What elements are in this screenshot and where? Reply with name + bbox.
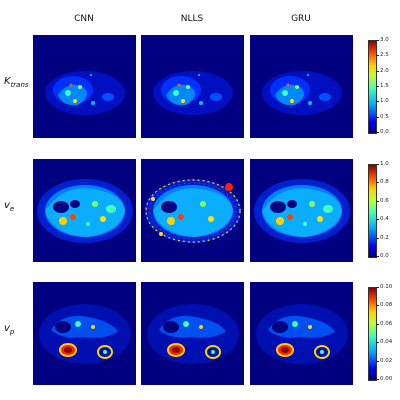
- tick-vp: 0.10: [375, 284, 393, 290]
- row-label-ktrans: Ktrans: [4, 76, 29, 89]
- ve-nlls-map: [141, 159, 244, 262]
- tick-ktrans: 1.0: [376, 98, 389, 104]
- tick-vp: 0.00: [375, 376, 393, 382]
- row-label-ktrans-main: K: [4, 76, 11, 87]
- vp-gru-map: [250, 282, 353, 385]
- tick-vp: 0.06: [375, 321, 393, 327]
- tick-ktrans: 2.0: [376, 68, 389, 74]
- tick-ve: 0.8: [376, 179, 389, 185]
- row-label-ve-main: v: [4, 200, 10, 211]
- row-label-ktrans-sub: trans: [10, 81, 29, 89]
- vp-nlls-map: [141, 282, 244, 385]
- ve-gru-map: [250, 159, 353, 262]
- row-label-ve-sub: e: [9, 205, 15, 213]
- column-title-cnn: CNN: [74, 14, 94, 24]
- ktrans-cnn-map: [33, 35, 136, 138]
- colorbar-ve: [368, 164, 377, 258]
- tick-vp: 0.04: [375, 339, 393, 345]
- tick-ve: 0.6: [376, 198, 389, 204]
- tick-ktrans: 3.0: [376, 37, 389, 43]
- tick-ve: 0.4: [376, 216, 389, 222]
- ktrans-gru-map: [250, 35, 353, 138]
- ktrans-nlls-map: [141, 35, 244, 138]
- colorbar-vp: [368, 287, 377, 381]
- column-title-nlls: NLLS: [180, 14, 204, 24]
- row-label-ve: ve: [4, 200, 14, 213]
- tick-ktrans: 2.5: [376, 52, 389, 58]
- tick-ktrans: 0.0: [376, 129, 389, 135]
- tick-vp: 0.02: [375, 358, 393, 364]
- tick-ve: 0.0: [376, 253, 389, 259]
- row-label-vp-main: v: [4, 323, 10, 334]
- tick-ve: 1.0: [376, 161, 389, 167]
- tick-ve: 0.2: [376, 235, 389, 241]
- colorbar-ktrans: [368, 40, 377, 134]
- column-title-gru: GRU: [291, 14, 311, 24]
- tick-vp: 0.08: [375, 302, 393, 308]
- row-label-vp: vp: [4, 323, 14, 336]
- row-label-vp-sub: p: [9, 328, 15, 336]
- tick-ktrans: 1.5: [376, 83, 389, 89]
- ve-cnn-map: [33, 159, 136, 262]
- tick-ktrans: 0.5: [376, 114, 389, 120]
- vp-cnn-map: [33, 282, 136, 385]
